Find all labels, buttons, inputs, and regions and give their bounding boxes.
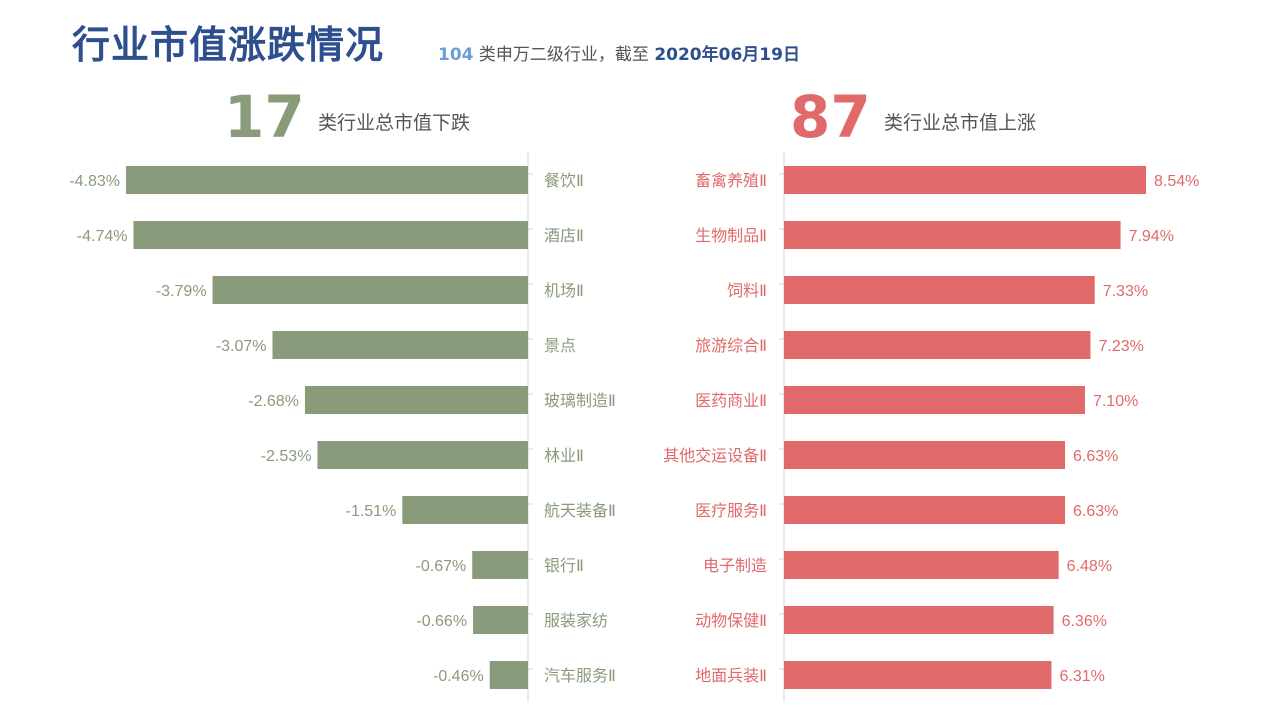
up-bar — [784, 441, 1066, 469]
up-value-label: 7.23% — [1098, 338, 1143, 355]
up-category-label: 旅游综合Ⅱ — [695, 337, 767, 355]
down-value-label: -0.67% — [416, 558, 467, 575]
down-bar — [472, 551, 528, 579]
down-value-label: -4.83% — [69, 173, 120, 190]
up-value-label: 6.63% — [1073, 503, 1118, 520]
up-value-label: 6.63% — [1073, 448, 1118, 465]
up-category-label: 动物保健Ⅱ — [695, 612, 767, 630]
page-title: 行业市值涨跌情况 — [72, 23, 385, 67]
down-category-label: 玻璃制造Ⅱ — [544, 392, 616, 410]
down-category-label: 林业Ⅱ — [544, 447, 584, 465]
down-category-label: 航天装备Ⅱ — [544, 502, 616, 520]
up-count: 87 — [790, 83, 871, 151]
up-value-label: 6.48% — [1067, 558, 1112, 575]
up-value-label: 6.36% — [1062, 613, 1107, 630]
down-value-label: -0.66% — [416, 613, 467, 630]
down-bar — [489, 661, 528, 689]
up-count-label: 类行业总市值上涨 — [884, 112, 1037, 134]
up-bar — [784, 551, 1059, 579]
up-category-label: 医疗服务Ⅱ — [695, 502, 767, 520]
down-value-label: -3.07% — [216, 338, 267, 355]
down-category-label: 酒店Ⅱ — [544, 227, 584, 245]
up-bar — [784, 221, 1121, 249]
down-bar — [317, 441, 528, 469]
up-bar — [784, 166, 1146, 194]
industry-count: 104 — [438, 45, 474, 65]
down-bar — [473, 606, 528, 634]
down-category-label: 银行Ⅱ — [544, 557, 584, 575]
down-value-label: -0.46% — [433, 668, 484, 685]
up-value-label: 7.33% — [1103, 283, 1148, 300]
subtitle-date: 2020年06月19日 — [654, 45, 800, 65]
up-category-label: 医药商业Ⅱ — [695, 392, 767, 410]
subtitle-text: 类申万二级行业，截至 — [473, 45, 655, 65]
up-bar — [784, 386, 1085, 414]
down-bar — [272, 331, 528, 359]
up-bar — [784, 276, 1095, 304]
down-value-label: -3.79% — [156, 283, 207, 300]
up-value-label: 6.31% — [1059, 668, 1104, 685]
up-bar — [784, 661, 1052, 689]
up-category-label: 电子制造 — [703, 557, 767, 575]
page-subtitle: 104 类申万二级行业，截至 2020年06月19日 — [438, 40, 800, 65]
down-value-label: -1.51% — [346, 503, 397, 520]
down-category-label: 餐饮Ⅱ — [544, 172, 584, 190]
up-category-label: 畜禽养殖Ⅱ — [695, 172, 767, 190]
up-category-label: 地面兵装Ⅱ — [695, 667, 767, 685]
up-category-label: 生物制品Ⅱ — [695, 227, 767, 245]
up-category-label: 饲料Ⅱ — [727, 282, 767, 300]
down-value-label: -2.53% — [261, 448, 312, 465]
down-count: 17 — [224, 83, 305, 151]
down-value-label: -2.68% — [248, 393, 299, 410]
down-count-label: 类行业总市值下跌 — [318, 112, 471, 134]
down-bar — [133, 221, 529, 249]
down-category-label: 机场Ⅱ — [544, 282, 584, 300]
down-category-label: 服装家纺 — [544, 612, 608, 630]
down-value-label: -4.74% — [77, 228, 128, 245]
down-category-label: 景点 — [544, 337, 576, 355]
up-value-label: 7.94% — [1129, 228, 1174, 245]
down-bar — [126, 166, 528, 194]
down-bar — [402, 496, 528, 524]
up-value-label: 8.54% — [1154, 173, 1199, 190]
up-category-label: 其他交运设备Ⅱ — [663, 447, 767, 465]
down-bar — [212, 276, 528, 304]
up-bar — [784, 606, 1054, 634]
up-value-label: 7.10% — [1093, 393, 1138, 410]
up-bar — [784, 496, 1066, 524]
down-category-label: 汽车服务Ⅱ — [544, 667, 616, 685]
down-bar — [304, 386, 528, 414]
up-bar — [784, 331, 1091, 359]
